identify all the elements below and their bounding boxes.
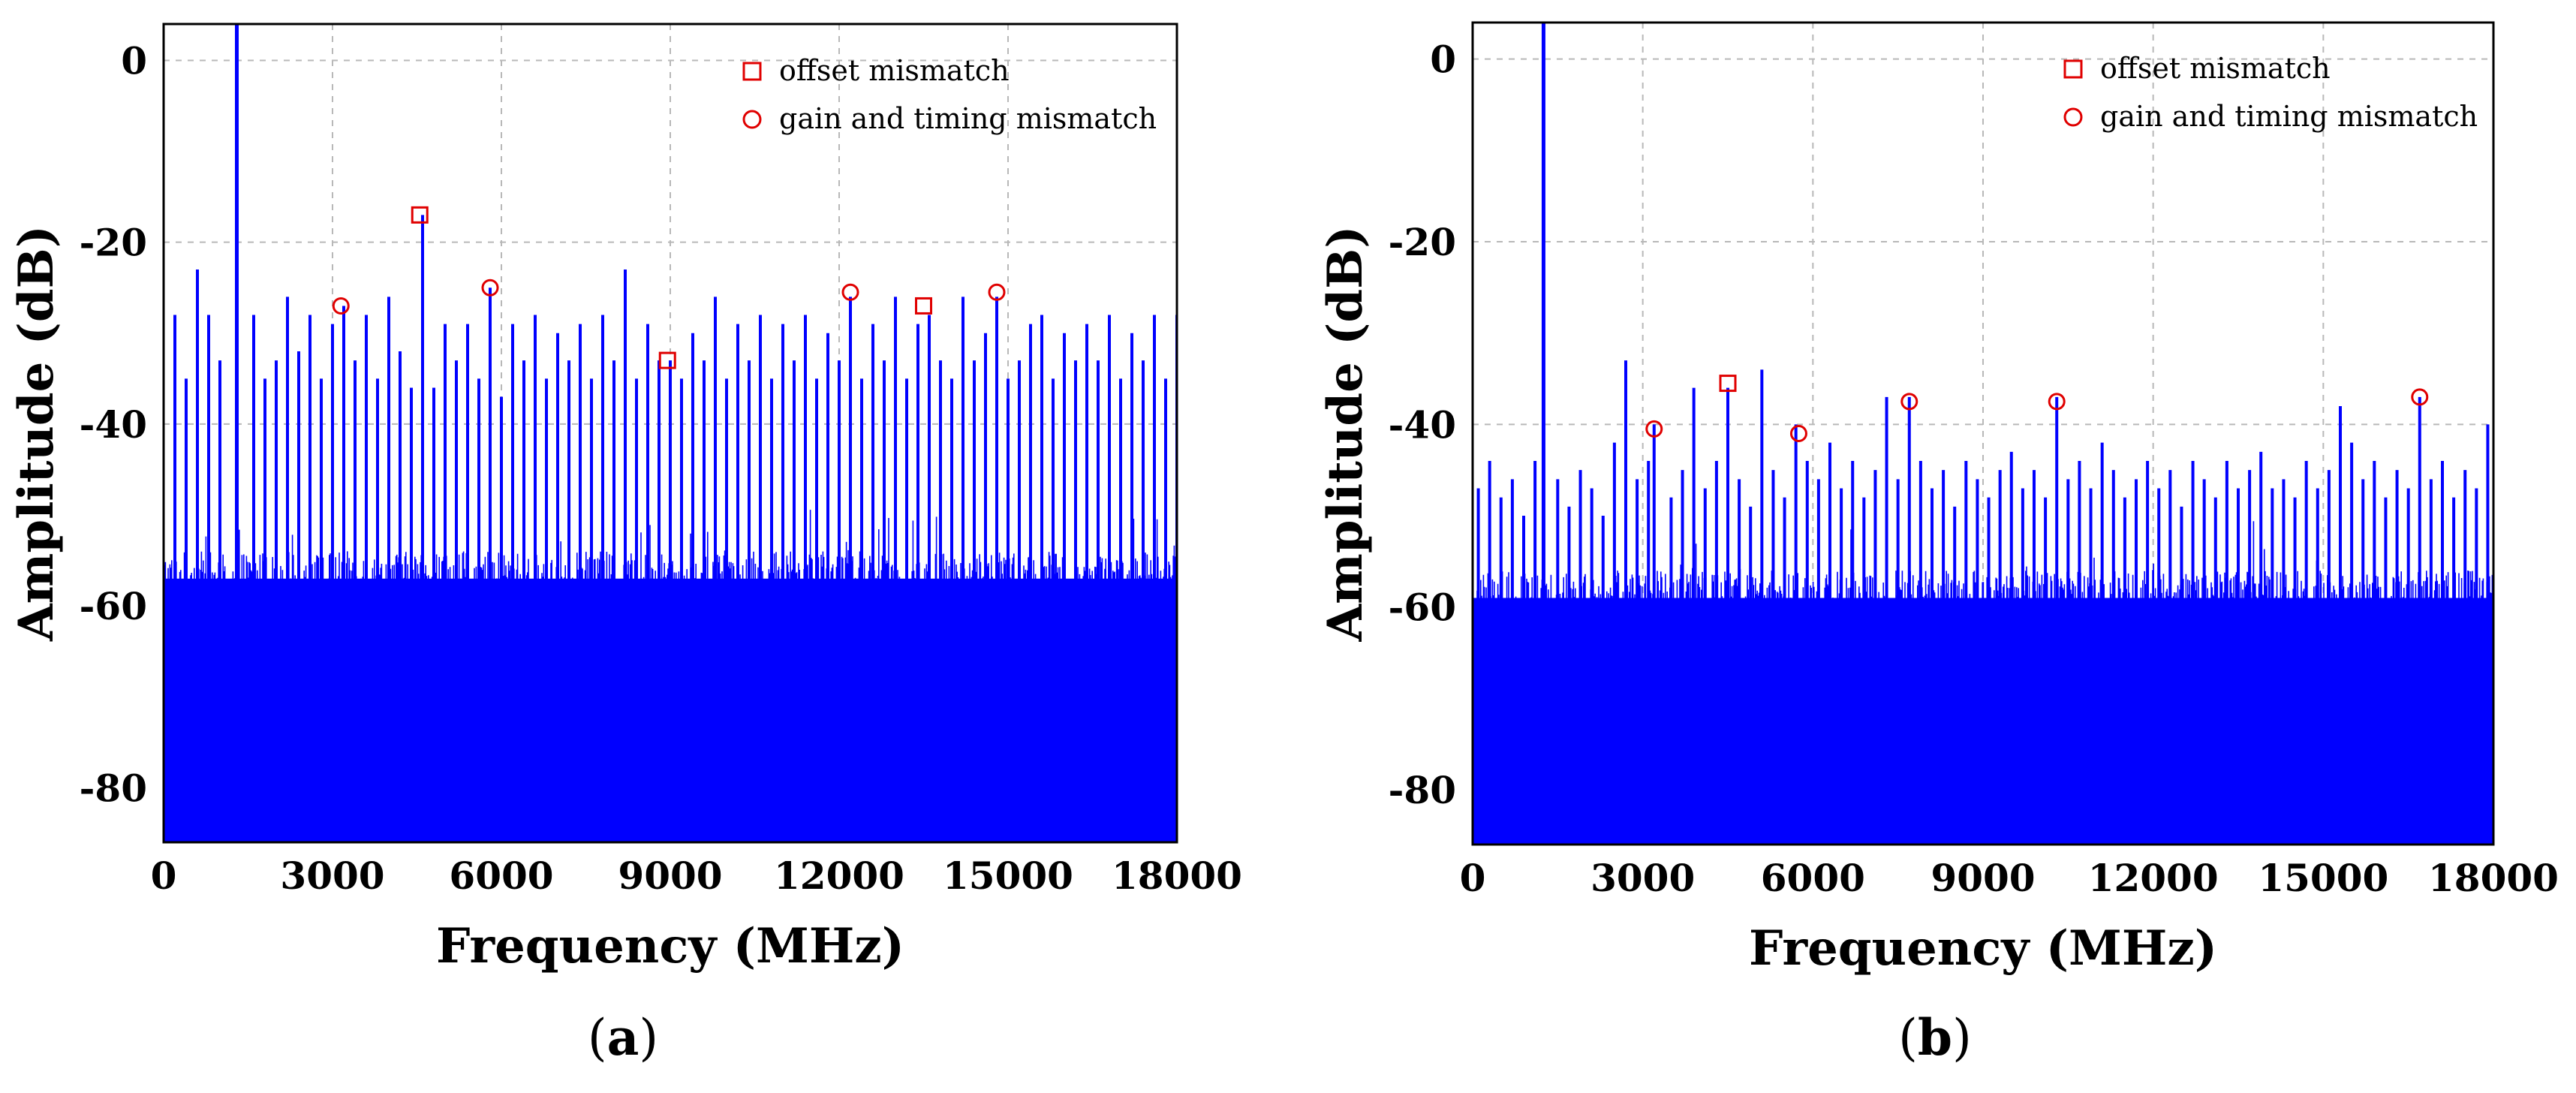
- gain-timing-marker: [332, 297, 350, 315]
- x-tick-label: 3000: [1590, 856, 1695, 900]
- x-tick-label: 0: [1460, 856, 1486, 900]
- x-tick-label: 12000: [774, 854, 904, 898]
- plot-area: [164, 24, 1177, 842]
- plot-frame: [162, 23, 1178, 844]
- gain-timing-marker: [1789, 425, 1807, 442]
- gain-timing-marker: [1645, 420, 1663, 438]
- x-tick-label: 18000: [1112, 854, 1242, 898]
- gain-timing-marker: [2411, 388, 2429, 406]
- y-tick-label: -40: [80, 402, 147, 447]
- y-tick-label: -40: [1389, 402, 1456, 447]
- x-axis-label: Frequency (MHz): [1749, 920, 2217, 977]
- y-tick-label: 0: [121, 38, 147, 83]
- x-tick-label: 6000: [449, 854, 553, 898]
- x-tick-label: 15000: [2258, 856, 2388, 900]
- x-tick-label: 18000: [2428, 856, 2559, 900]
- x-tick-label: 9000: [1930, 856, 2035, 900]
- offset-marker: [658, 351, 676, 369]
- x-tick-label: 15000: [943, 854, 1073, 898]
- plot-frame: [1471, 21, 2495, 846]
- y-tick-label: -20: [1389, 220, 1456, 264]
- y-tick-label: -80: [1389, 768, 1456, 812]
- offset-marker: [1719, 375, 1737, 393]
- legend-label: offset mismatch: [779, 54, 1010, 87]
- legend-gain-timing-symbol: [742, 110, 762, 129]
- legend-label: gain and timing mismatch: [2100, 100, 2478, 133]
- x-tick-label: 0: [151, 854, 177, 898]
- panel-caption: (b): [1898, 1008, 1972, 1067]
- gain-timing-marker: [1900, 393, 1918, 411]
- plot-area: [1473, 23, 2493, 845]
- x-tick-label: 6000: [1761, 856, 1865, 900]
- y-axis-label: Amplitude (dB): [8, 225, 65, 642]
- x-tick-label: 12000: [2088, 856, 2219, 900]
- y-tick-label: -80: [80, 766, 147, 810]
- x-tick-label: 9000: [618, 854, 722, 898]
- gain-timing-marker: [988, 283, 1006, 301]
- offset-marker: [411, 206, 429, 224]
- y-tick-label: 0: [1430, 38, 1456, 82]
- y-tick-label: -60: [80, 584, 147, 628]
- y-axis-label: Amplitude (dB): [1317, 226, 1374, 643]
- legend-gain-timing-symbol: [2063, 107, 2083, 127]
- y-tick-label: -20: [80, 221, 147, 265]
- gain-timing-marker: [481, 279, 499, 297]
- chart-panel-b: 0 3000 6000 9000 12000 15000 18000 0 -20 -40 -60 -8…: [1317, 21, 2559, 1067]
- chart-panel-a: 0 3000 6000 9000 12000 15000 18000 0 -20 -40 -60 -8…: [8, 23, 1242, 1067]
- legend-offset-symbol: [2063, 59, 2083, 79]
- offset-marker: [915, 297, 932, 315]
- panel-caption: (a): [588, 1008, 658, 1067]
- x-tick-label: 3000: [280, 854, 384, 898]
- x-axis-label: Frequency (MHz): [436, 918, 904, 974]
- legend-label: gain and timing mismatch: [779, 102, 1157, 135]
- noise-floor-fill: [1473, 598, 2493, 845]
- gain-timing-marker: [2048, 393, 2066, 411]
- legend-label: offset mismatch: [2100, 52, 2331, 85]
- gain-timing-marker: [841, 283, 859, 301]
- legend-offset-symbol: [742, 62, 762, 81]
- y-tick-label: -60: [1389, 586, 1456, 630]
